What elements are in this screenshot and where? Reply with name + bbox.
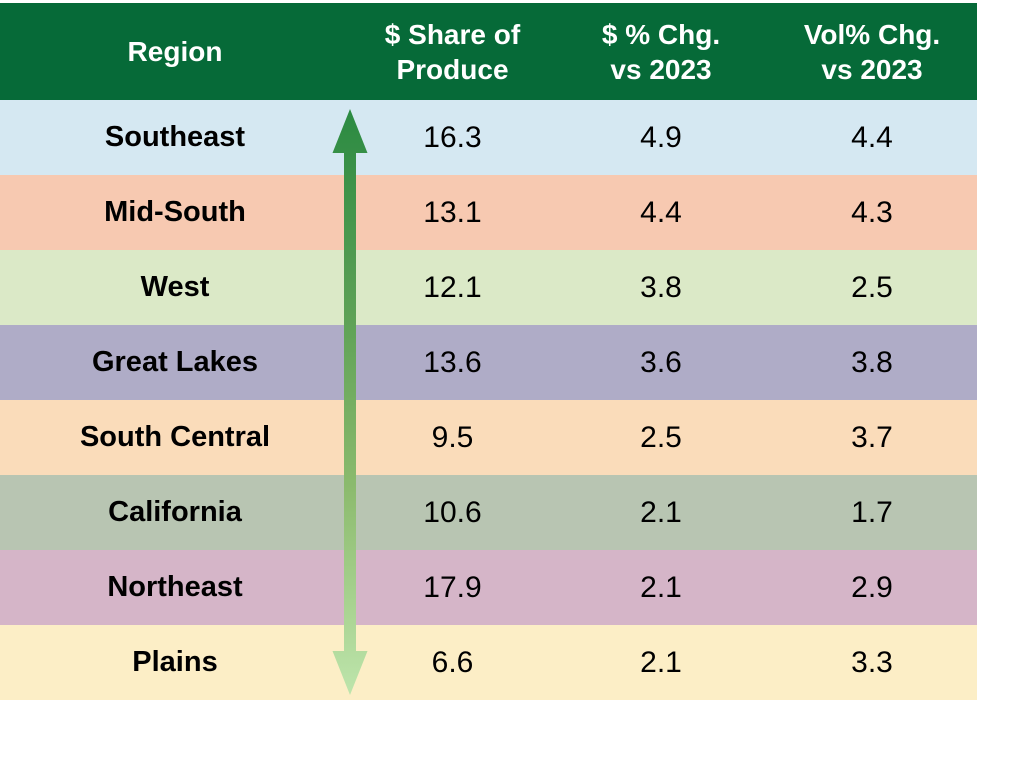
header-label-line: Produce bbox=[396, 53, 509, 85]
region-cell: South Central bbox=[79, 421, 271, 453]
region-cell: Plains bbox=[132, 646, 218, 678]
volume-pct-change-cell: 3.3 bbox=[851, 645, 893, 679]
share-of-produce-cell: 10.6 bbox=[423, 495, 482, 529]
table-row: Northeast 17.9 2.1 2.9 bbox=[0, 550, 977, 625]
header-label-line: $ % Chg. bbox=[601, 18, 721, 50]
volume-pct-change-cell: 4.4 bbox=[851, 120, 893, 154]
volume-pct-change-cell: 2.5 bbox=[851, 270, 893, 304]
share-of-produce-cell: 13.6 bbox=[423, 345, 482, 379]
table-row: Plains 6.6 2.1 3.3 bbox=[0, 625, 977, 700]
header-label-line: $ Share of bbox=[384, 18, 521, 50]
region-cell: Northeast bbox=[107, 571, 243, 603]
volume-pct-change-cell: 2.9 bbox=[851, 570, 893, 604]
volume-pct-change-cell: 4.3 bbox=[851, 195, 893, 229]
dollar-pct-change-cell: 4.4 bbox=[640, 195, 682, 229]
share-of-produce-cell: 12.1 bbox=[423, 270, 482, 304]
table-row: Great Lakes 13.6 3.6 3.8 bbox=[0, 325, 977, 400]
volume-pct-change-cell: 3.8 bbox=[851, 345, 893, 379]
header-cell-region: Region bbox=[0, 3, 350, 100]
dollar-pct-change-cell: 4.9 bbox=[640, 120, 682, 154]
dollar-pct-change-cell: 2.1 bbox=[640, 495, 682, 529]
header-cell-vol_chg: Vol% Chg. vs 2023 bbox=[767, 3, 977, 100]
header-label-line: vs 2023 bbox=[821, 53, 923, 85]
table-row: California 10.6 2.1 1.7 bbox=[0, 475, 977, 550]
header-cell-dollar_chg: $ % Chg. vs 2023 bbox=[555, 3, 767, 100]
share-of-produce-cell: 13.1 bbox=[423, 195, 482, 229]
region-cell: West bbox=[140, 271, 210, 303]
share-of-produce-cell: 9.5 bbox=[431, 420, 474, 454]
table-header-row: Region $ Share of Produce $ % Chg. vs 2023 Vo… bbox=[0, 3, 977, 100]
volume-pct-change-cell: 1.7 bbox=[851, 495, 893, 529]
dollar-pct-change-cell: 2.1 bbox=[640, 570, 682, 604]
share-of-produce-cell: 17.9 bbox=[423, 570, 482, 604]
region-cell: California bbox=[108, 496, 242, 528]
region-cell: Great Lakes bbox=[91, 346, 259, 378]
dollar-pct-change-cell: 2.5 bbox=[640, 420, 682, 454]
share-of-produce-cell: 16.3 bbox=[423, 120, 482, 154]
header-label-line: Vol% Chg. bbox=[803, 18, 941, 50]
share-of-produce-cell: 6.6 bbox=[431, 645, 474, 679]
region-cell: Southeast bbox=[104, 121, 246, 153]
header-label-line: vs 2023 bbox=[610, 53, 712, 85]
table-body: Southeast 16.3 4.9 4.4 Mid-South 13.1 4.4 4.3 We… bbox=[0, 100, 977, 700]
header-label-line: Region bbox=[127, 36, 223, 67]
table-row: Southeast 16.3 4.9 4.4 bbox=[0, 100, 977, 175]
region-cell: Mid-South bbox=[104, 196, 246, 228]
dollar-pct-change-cell: 2.1 bbox=[640, 645, 682, 679]
produce-region-table: Region $ Share of Produce $ % Chg. vs 2023 Vo… bbox=[0, 3, 977, 700]
table-row: Mid-South 13.1 4.4 4.3 bbox=[0, 175, 977, 250]
table-row: West 12.1 3.8 2.5 bbox=[0, 250, 977, 325]
volume-pct-change-cell: 3.7 bbox=[851, 420, 893, 454]
dollar-pct-change-cell: 3.6 bbox=[640, 345, 682, 379]
table-row: South Central 9.5 2.5 3.7 bbox=[0, 400, 977, 475]
header-cell-share: $ Share of Produce bbox=[350, 3, 555, 100]
dollar-pct-change-cell: 3.8 bbox=[640, 270, 682, 304]
